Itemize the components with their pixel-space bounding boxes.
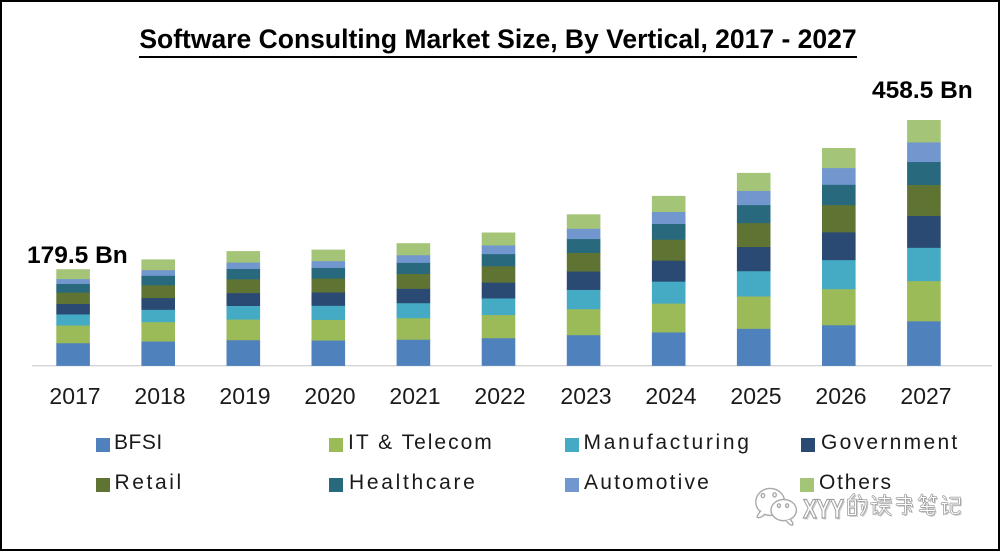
svg-text:XYY: XYY	[803, 494, 844, 524]
svg-text:XYY: XYY	[805, 496, 846, 526]
